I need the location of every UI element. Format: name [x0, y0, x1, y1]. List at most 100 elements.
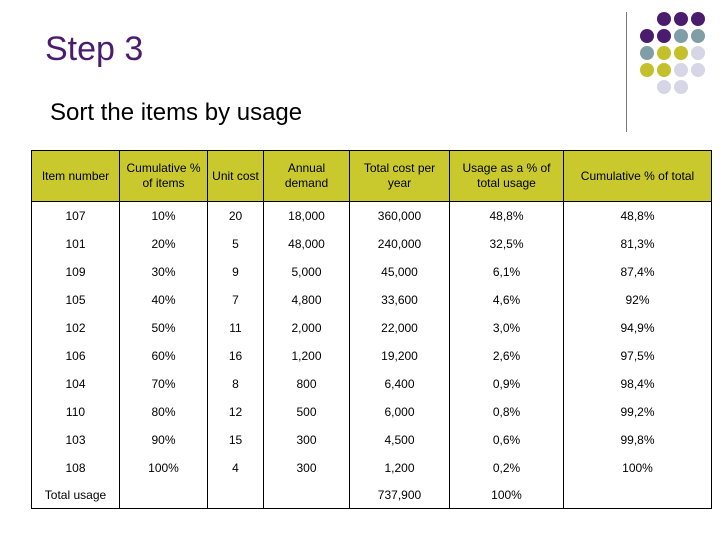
table-cell: 4: [207, 453, 264, 482]
table-cell: 4,800: [263, 285, 350, 314]
column-header: Item number: [31, 150, 120, 202]
table-header-row: Item number Cumulative % of items Unit c…: [31, 150, 712, 202]
table-cell: 800: [263, 369, 350, 398]
decorative-dot: [674, 80, 688, 94]
table-cell: 18,000: [263, 201, 350, 230]
table-cell: 107: [31, 201, 120, 230]
column-header: Usage as a % of total usage: [449, 150, 564, 202]
table-cell: 102: [31, 313, 120, 342]
decorative-dot: [691, 46, 705, 60]
table-cell: 48,8%: [563, 201, 712, 230]
table-cell: 92%: [563, 285, 712, 314]
table-cell: 101: [31, 229, 120, 258]
table-cell: 103: [31, 425, 120, 454]
column-header: Cumulative % of items: [119, 150, 208, 202]
total-cell: [263, 481, 350, 509]
table-cell: 48,8%: [449, 201, 564, 230]
table-cell: 99,2%: [563, 397, 712, 426]
table-cell: 9: [207, 257, 264, 286]
abc-analysis-table: Item number Cumulative % of items Unit c…: [31, 150, 712, 509]
total-label: Total usage: [31, 481, 120, 509]
decorative-dot: [691, 12, 705, 26]
table-cell: 80%: [119, 397, 208, 426]
table-cell: 40%: [119, 285, 208, 314]
decorative-dot: [674, 12, 688, 26]
table-cell: 108: [31, 453, 120, 482]
table-cell: 70%: [119, 369, 208, 398]
table-cell: 0,8%: [449, 397, 564, 426]
decorative-dot: [657, 80, 671, 94]
table-cell: 98,4%: [563, 369, 712, 398]
table-cell: 360,000: [349, 201, 450, 230]
table-cell: 6,400: [349, 369, 450, 398]
table-cell: 7: [207, 285, 264, 314]
decorative-dot: [657, 29, 671, 43]
table-row: 101 20% 5 48,000 240,000 32,5% 81,3%: [31, 229, 712, 258]
table-cell: 5: [207, 229, 264, 258]
table-cell: 2,6%: [449, 341, 564, 370]
table-row: 104 70% 8 800 6,400 0,9% 98,4%: [31, 369, 712, 398]
table-cell: 5,000: [263, 257, 350, 286]
slide-title: Step 3: [45, 30, 144, 68]
table-cell: 33,600: [349, 285, 450, 314]
table-cell: 500: [263, 397, 350, 426]
table-cell: 45,000: [349, 257, 450, 286]
table-cell: 90%: [119, 425, 208, 454]
table-cell: 16: [207, 341, 264, 370]
table-cell: 22,000: [349, 313, 450, 342]
table-cell: 99,8%: [563, 425, 712, 454]
table-cell: 1,200: [349, 453, 450, 482]
table-cell: 15: [207, 425, 264, 454]
total-cell: [119, 481, 208, 509]
column-header: Annual demand: [263, 150, 350, 202]
decorative-dot: [691, 29, 705, 43]
table-row: 106 60% 16 1,200 19,200 2,6% 97,5%: [31, 341, 712, 370]
table-row: 110 80% 12 500 6,000 0,8% 99,2%: [31, 397, 712, 426]
table-row: 102 50% 11 2,000 22,000 3,0% 94,9%: [31, 313, 712, 342]
table-row: 103 90% 15 300 4,500 0,6% 99,8%: [31, 425, 712, 454]
table-row: 109 30% 9 5,000 45,000 6,1% 87,4%: [31, 257, 712, 286]
table-cell: 6,1%: [449, 257, 564, 286]
decorative-dot: [674, 29, 688, 43]
table-row: 108 100% 4 300 1,200 0,2% 100%: [31, 453, 712, 482]
table-cell: 104: [31, 369, 120, 398]
decorative-dot: [657, 46, 671, 60]
decorative-dot: [640, 29, 654, 43]
total-cell: 737,900: [349, 481, 450, 509]
table-cell: 0,2%: [449, 453, 564, 482]
decorative-dot: [674, 63, 688, 77]
table-row: 107 10% 20 18,000 360,000 48,8% 48,8%: [31, 201, 712, 230]
table-cell: 50%: [119, 313, 208, 342]
table-cell: 10%: [119, 201, 208, 230]
table-cell: 300: [263, 453, 350, 482]
table-cell: 94,9%: [563, 313, 712, 342]
table-cell: 100%: [563, 453, 712, 482]
decorative-divider-line: [626, 12, 627, 132]
table-cell: 4,6%: [449, 285, 564, 314]
table-cell: 0,9%: [449, 369, 564, 398]
table-cell: 12: [207, 397, 264, 426]
table-cell: 87,4%: [563, 257, 712, 286]
decorative-dot: [640, 46, 654, 60]
table-cell: 106: [31, 341, 120, 370]
table-cell: 60%: [119, 341, 208, 370]
table-cell: 0,6%: [449, 425, 564, 454]
table-cell: 240,000: [349, 229, 450, 258]
table-cell: 48,000: [263, 229, 350, 258]
table-cell: 2,000: [263, 313, 350, 342]
table-cell: 300: [263, 425, 350, 454]
total-cell: 100%: [449, 481, 564, 509]
table-cell: 110: [31, 397, 120, 426]
column-header: Total cost per year: [349, 150, 450, 202]
total-cell: [207, 481, 264, 509]
table-cell: 6,000: [349, 397, 450, 426]
decorative-dot: [640, 63, 654, 77]
total-row: Total usage 737,900 100%: [31, 481, 712, 509]
table-row: 105 40% 7 4,800 33,600 4,6% 92%: [31, 285, 712, 314]
total-cell: [563, 481, 712, 509]
table-cell: 30%: [119, 257, 208, 286]
decorative-dot: [674, 46, 688, 60]
table-cell: 19,200: [349, 341, 450, 370]
table-cell: 100%: [119, 453, 208, 482]
table-cell: 105: [31, 285, 120, 314]
